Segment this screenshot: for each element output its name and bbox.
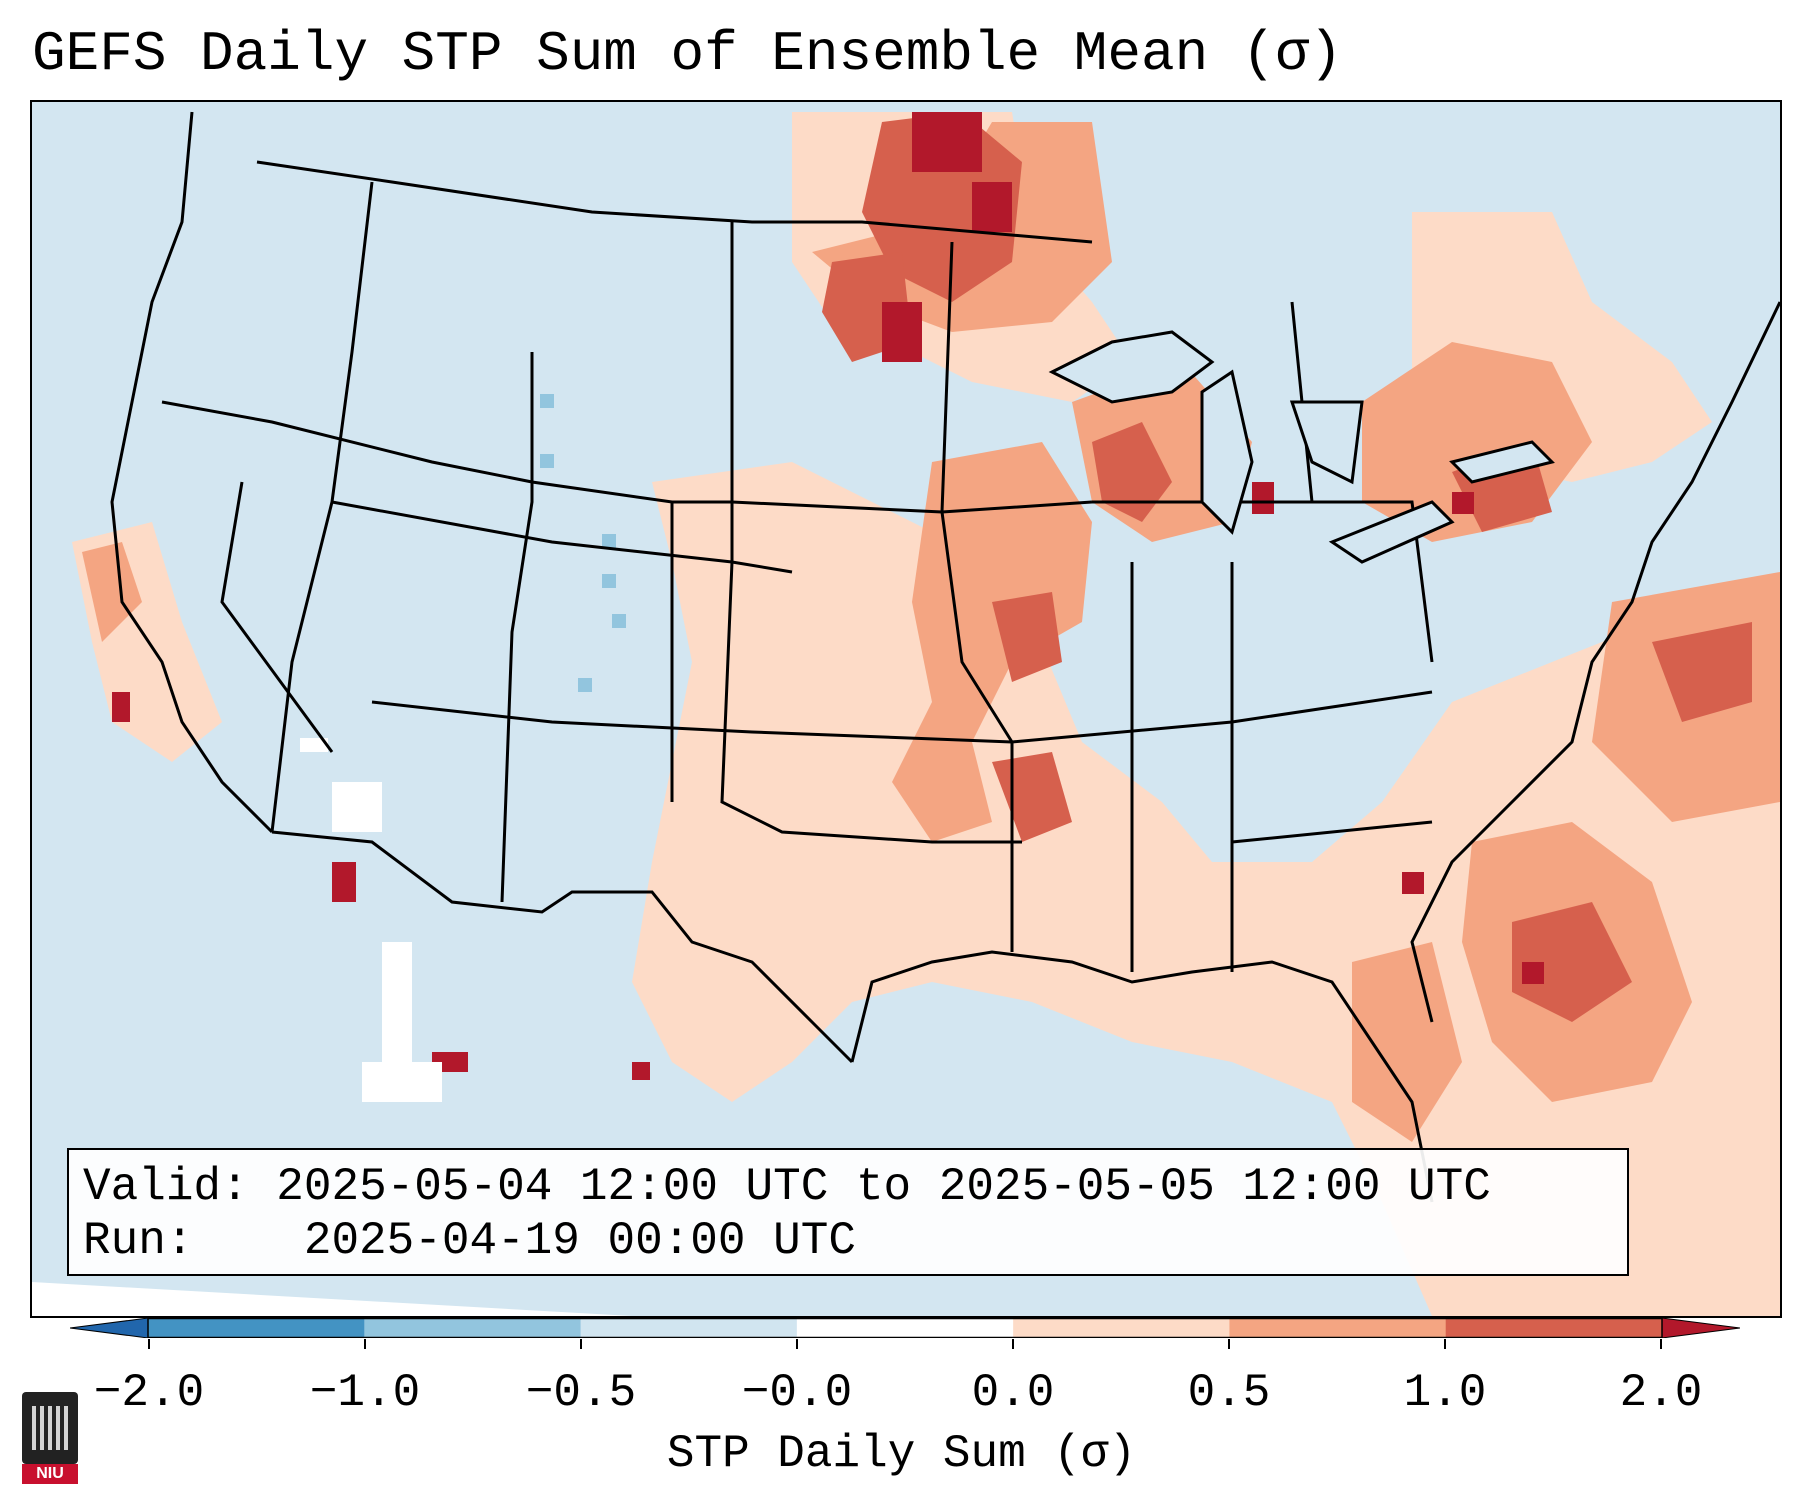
great-lakes bbox=[1048, 330, 1555, 564]
colorbar-tick-label: −2.0 bbox=[93, 1367, 205, 1419]
colorbar-extend-high bbox=[1661, 1318, 1740, 1338]
colorbar-tick-label: 1.0 bbox=[1403, 1367, 1487, 1419]
colorbar-segment bbox=[1013, 1318, 1230, 1338]
colorbar-frame bbox=[147, 1318, 1663, 1338]
colorbar-tickmark bbox=[1660, 1339, 1662, 1349]
colorbar-tickmark bbox=[1444, 1339, 1446, 1349]
colorbar-tick-label: 0.5 bbox=[1187, 1367, 1271, 1419]
colorbar-segment bbox=[580, 1318, 798, 1338]
anomaly-field-max bbox=[112, 112, 1544, 1080]
colorbar-tickmark bbox=[1228, 1339, 1230, 1349]
valid-value: 2025-05-04 12:00 UTC to 2025-05-05 12:00… bbox=[276, 1161, 1491, 1213]
map-canvas bbox=[32, 111, 1780, 1316]
colorbar-tickmark bbox=[364, 1339, 366, 1349]
colorbar-tickmark bbox=[796, 1339, 798, 1349]
colorbar-tickmark bbox=[148, 1339, 150, 1349]
missing-data-patches bbox=[32, 738, 632, 1316]
anomaly-field-negative bbox=[540, 394, 626, 692]
colorbar-label: STP Daily Sum (σ) bbox=[666, 1428, 1137, 1480]
colorbar-tick-label: −1.0 bbox=[309, 1367, 421, 1419]
colorbar bbox=[70, 1318, 1740, 1338]
valid-label: Valid: bbox=[83, 1161, 249, 1213]
colorbar-extend-low bbox=[70, 1318, 149, 1338]
map-panel bbox=[30, 100, 1782, 1318]
colorbar-segment bbox=[148, 1318, 365, 1338]
colorbar-tick-label: −0.5 bbox=[525, 1367, 637, 1419]
logo-mark bbox=[22, 1392, 78, 1464]
political-boundaries bbox=[110, 111, 1780, 1203]
colorbar-tick-label: 2.0 bbox=[1619, 1367, 1703, 1419]
logo-text: NIU bbox=[22, 1464, 78, 1484]
colorbar-tick-label: 0.0 bbox=[971, 1367, 1055, 1419]
colorbar-segment bbox=[796, 1318, 1014, 1338]
colorbar-segment bbox=[364, 1318, 582, 1338]
run-value: 2025-04-19 00:00 UTC bbox=[303, 1215, 856, 1267]
page-title: GEFS Daily STP Sum of Ensemble Mean (σ) bbox=[32, 22, 1343, 86]
colorbar-segment bbox=[1445, 1318, 1663, 1338]
colorbar-segment bbox=[1229, 1318, 1447, 1338]
run-label: Run: bbox=[83, 1215, 194, 1267]
niu-logo-icon: NIU bbox=[22, 1392, 78, 1484]
colorbar-tickmark bbox=[580, 1339, 582, 1349]
colorbar-tickmark bbox=[1012, 1339, 1014, 1349]
colorbar-tick-label: −0.0 bbox=[741, 1367, 853, 1419]
valid-run-info-box: Valid: 2025-05-04 12:00 UTC to 2025-05-0… bbox=[67, 1148, 1629, 1276]
